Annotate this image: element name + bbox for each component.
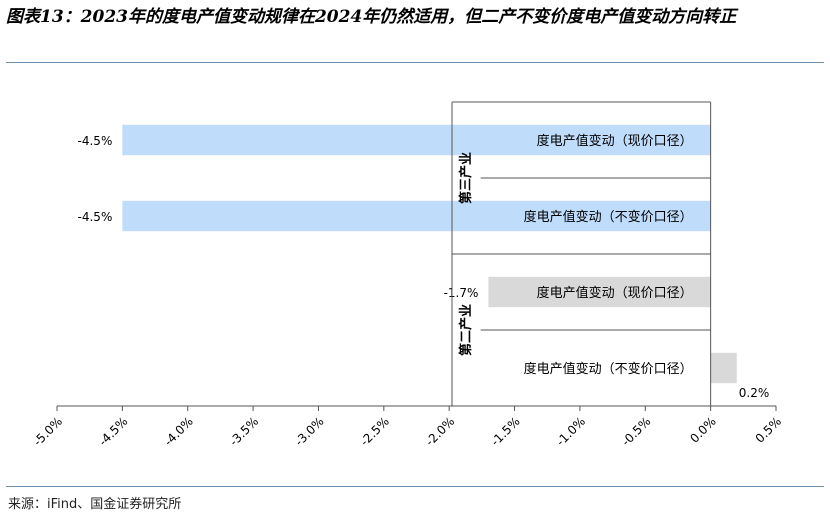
data-label-3: 0.2% <box>739 386 770 400</box>
x-tick-label-11: 0.5% <box>753 414 784 445</box>
x-tick-label-4: -3.0% <box>292 414 327 449</box>
category-label-2: 度电产值变动（现价口径） <box>537 285 693 301</box>
bar-1 <box>122 200 711 232</box>
bar-2 <box>488 276 711 308</box>
bar-3 <box>710 352 737 384</box>
x-tick-label-8: -1.0% <box>554 414 589 449</box>
bar-0 <box>122 124 711 156</box>
category-label-0: 度电产值变动（现价口径） <box>537 133 693 149</box>
group-label-1: 第二产业 <box>458 304 474 356</box>
chart-title: 图表13：2023年的度电产值变动规律在2024年仍然适用，但二产不变价度电产值… <box>6 7 737 27</box>
data-label-1: -4.5% <box>78 210 113 224</box>
x-tick-label-2: -4.0% <box>161 414 196 449</box>
category-label-3: 度电产值变动（不变价口径） <box>524 361 693 377</box>
x-tick-label-0: -5.0% <box>31 414 66 449</box>
data-label-2: -1.7% <box>444 286 479 300</box>
x-tick-label-10: 0.0% <box>687 414 718 445</box>
x-tick-label-1: -4.5% <box>96 414 131 449</box>
title-divider <box>6 62 824 63</box>
x-tick-label-9: -0.5% <box>619 414 654 449</box>
footer-divider <box>6 486 824 487</box>
category-label-1: 度电产值变动（不变价口径） <box>524 209 693 225</box>
x-tick-label-5: -2.5% <box>357 414 392 449</box>
x-tick-label-6: -2.0% <box>423 414 458 449</box>
data-label-0: -4.5% <box>78 134 113 148</box>
x-tick-label-3: -3.5% <box>227 414 262 449</box>
group-label-0: 第三产业 <box>458 152 474 204</box>
source-note: 来源：iFind、国金证券研究所 <box>8 497 182 512</box>
x-tick-label-7: -1.5% <box>488 414 523 449</box>
